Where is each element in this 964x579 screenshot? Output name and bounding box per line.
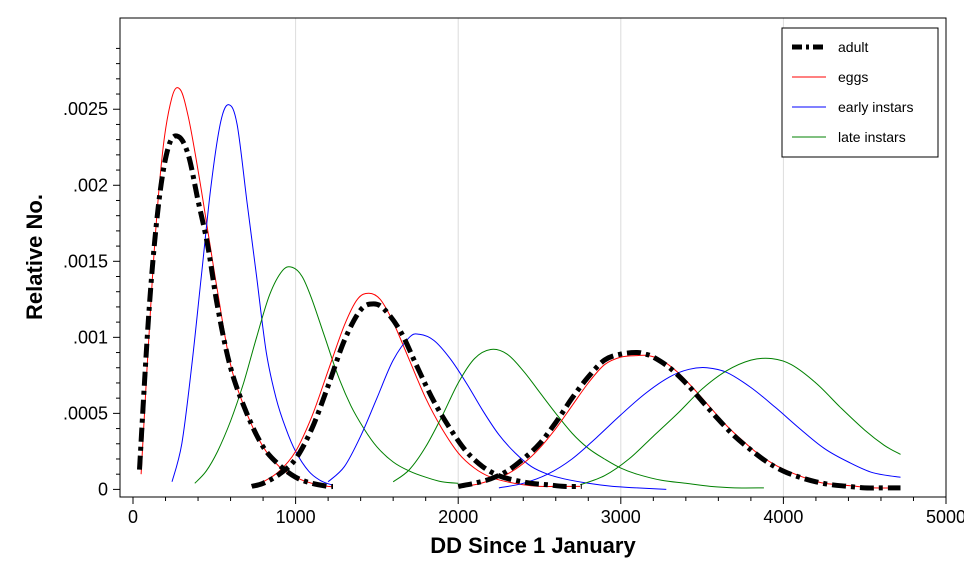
y-tick-label: 0 — [98, 479, 108, 499]
axes: 0 1000 2000 3000 4000 5000 0 .0005 .001 .0015 .002… — [63, 47, 964, 527]
y-tick-label: .0025 — [63, 99, 108, 119]
legend-label-eggs: eggs — [838, 69, 868, 85]
series-line-eggs-gen-2 — [251, 292, 581, 487]
series-line-early-instars-gen-3 — [498, 367, 901, 489]
y-tick-label: .0005 — [63, 403, 108, 423]
x-tick-label: 4000 — [763, 507, 803, 527]
plot-series — [137, 87, 901, 491]
y-tick-label: .001 — [73, 327, 108, 347]
series-line-late-instars-gen-1 — [194, 266, 459, 484]
y-tick-label: .002 — [73, 175, 108, 195]
legend-label-late-instars: late instars — [838, 129, 906, 145]
x-tick-label: 1000 — [276, 507, 316, 527]
legend-label-adult: adult — [838, 39, 868, 55]
series-line-adult-gen-2 — [250, 301, 582, 489]
x-tick-label: 2000 — [438, 507, 478, 527]
x-tick-label: 3000 — [601, 507, 641, 527]
y-tick-label: .0015 — [63, 251, 108, 271]
x-axis-title: DD Since 1 January — [430, 533, 636, 558]
series-line-late-instars-gen-3 — [580, 357, 901, 486]
x-tick-label: 5000 — [926, 507, 964, 527]
legend-label-early-instars: early instars — [838, 99, 913, 115]
series-line-adult-gen-1 — [137, 133, 334, 490]
plot-frame — [119, 17, 947, 498]
series-line-adult-gen-3 — [457, 350, 901, 491]
y-axis-title: Relative No. — [22, 194, 47, 320]
legend: adult eggs early instars late instars — [781, 27, 939, 158]
series-line-late-instars-gen-2 — [392, 348, 764, 489]
x-tick-label: 0 — [128, 507, 138, 527]
